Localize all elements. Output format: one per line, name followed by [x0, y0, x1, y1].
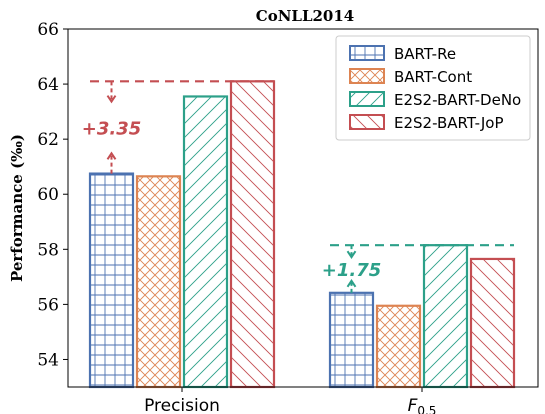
- legend-label: E2S2-BART-DeNo: [394, 91, 521, 109]
- legend: BART-Re BART-Cont E2S2-BART-DeNo E2S2-BART-…: [335, 35, 531, 141]
- annotation-label: +3.35: [82, 118, 142, 139]
- y-tick-label: 62: [37, 130, 59, 150]
- bar-bart-re-0: [88, 172, 135, 389]
- annotation-arrowhead: [106, 95, 117, 104]
- bar-e2s2-bart-jop-0: [229, 80, 276, 389]
- x-tick-label: F0.5: [408, 396, 437, 414]
- legend-label: E2S2-BART-JoP: [394, 114, 504, 132]
- bar-e2s2-bart-deno-1: [422, 244, 469, 389]
- x-axis: Precision F0.5: [144, 387, 436, 414]
- y-axis-label: Performance (‰): [8, 134, 26, 282]
- legend-swatch: [349, 91, 385, 107]
- chart-title: CoNLL2014: [256, 7, 355, 25]
- y-axis: 54 56 58 60 62 64 66: [37, 20, 68, 370]
- y-tick-label: 54: [37, 350, 59, 370]
- annotation-arrowhead: [346, 250, 357, 259]
- y-tick-label: 56: [37, 295, 59, 315]
- annotations-group: +3.35 +1.75: [82, 80, 514, 293]
- legend-label: BART-Re: [394, 45, 456, 63]
- x-tick-label: Precision: [144, 396, 220, 414]
- plot-frame: [67, 28, 539, 388]
- y-tick-label: 64: [37, 75, 59, 95]
- legend-label: BART-Cont: [394, 68, 472, 86]
- bar-e2s2-bart-jop-1: [469, 257, 516, 389]
- bar-bart-re-1: [328, 291, 375, 389]
- bars-group: [88, 80, 516, 389]
- annotation-arrowhead: [106, 151, 117, 160]
- y-tick-label: 60: [37, 185, 59, 205]
- bar-bart-cont-1: [375, 304, 422, 389]
- y-tick-label: 58: [37, 240, 59, 260]
- annotation-arrowhead: [346, 279, 357, 288]
- legend-swatch: [349, 68, 385, 84]
- legend-swatch: [349, 45, 385, 61]
- legend-swatch: [349, 114, 385, 130]
- bar-bart-cont-0: [135, 175, 182, 389]
- y-tick-label: 66: [37, 20, 59, 40]
- annotation-label: +1.75: [322, 260, 382, 281]
- bar-e2s2-bart-deno-0: [182, 95, 229, 389]
